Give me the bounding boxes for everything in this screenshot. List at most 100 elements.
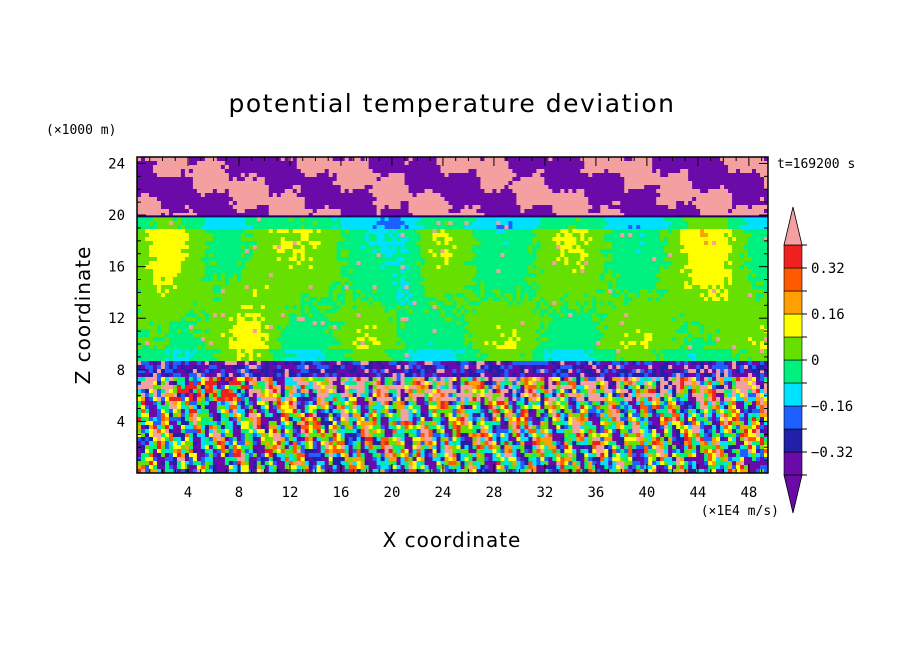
- field-cell: [396, 189, 401, 194]
- field-cell: [756, 197, 761, 202]
- field-cell: [540, 229, 545, 234]
- field-cell: [508, 265, 513, 270]
- field-cell: [264, 213, 270, 218]
- field-cell: [600, 157, 605, 162]
- field-cell: [628, 269, 633, 274]
- field-cell: [568, 177, 573, 182]
- field-cell: [664, 177, 669, 182]
- field-cell: [272, 197, 278, 202]
- field-cell: [528, 205, 533, 210]
- field-cell: [232, 173, 238, 178]
- field-cell: [164, 249, 170, 254]
- field-cell: [316, 197, 322, 202]
- field-cell: [700, 221, 705, 226]
- field-cell: [192, 157, 198, 162]
- field-cell: [336, 201, 342, 206]
- field-cell: [260, 197, 266, 202]
- field-cell: [224, 169, 230, 174]
- field-cell: [608, 257, 613, 262]
- field-cell: [720, 269, 725, 274]
- field-cell: [144, 169, 150, 174]
- field-cell: [420, 221, 425, 226]
- field-cell: [176, 193, 182, 198]
- field-cell: [256, 181, 262, 186]
- field-cell: [440, 205, 445, 210]
- field-cell: [140, 169, 146, 174]
- field-cell: [184, 249, 190, 254]
- field-cell: [616, 201, 621, 206]
- field-cell: [208, 185, 214, 190]
- field-cell: [588, 173, 593, 178]
- field-cell: [712, 165, 717, 170]
- field-cell: [540, 213, 545, 218]
- field-cell: [296, 261, 302, 266]
- field-cell: [652, 169, 657, 174]
- field-cell: [396, 217, 401, 222]
- field-cell: [500, 281, 505, 286]
- field-cell: [724, 277, 729, 282]
- field-cell: [528, 261, 533, 266]
- field-cell: [728, 245, 733, 250]
- field-cell: [308, 273, 314, 278]
- field-cell: [556, 273, 561, 278]
- field-cell: [592, 273, 597, 278]
- field-cell: [668, 193, 673, 198]
- field-cell: [272, 201, 278, 206]
- field-cell: [488, 217, 493, 222]
- field-cell: [668, 217, 673, 222]
- field-cell: [724, 229, 729, 234]
- field-cell: [380, 197, 385, 202]
- field-cell: [384, 237, 389, 242]
- field-cell: [740, 217, 745, 222]
- field-cell: [616, 237, 621, 242]
- field-cell: [416, 253, 421, 258]
- field-cell: [416, 225, 421, 230]
- field-cell: [644, 273, 649, 278]
- field-cell: [484, 281, 489, 286]
- field-cell: [348, 157, 354, 162]
- field-cell: [252, 217, 258, 222]
- field-cell: [336, 281, 342, 286]
- field-cell: [188, 177, 194, 182]
- field-cell: [196, 225, 202, 230]
- field-cell: [488, 249, 493, 254]
- field-cell: [160, 281, 166, 286]
- field-cell: [532, 185, 537, 190]
- field-cell: [692, 181, 697, 186]
- field-cell: [740, 169, 745, 174]
- field-cell: [764, 229, 768, 234]
- field-cell: [464, 261, 469, 266]
- field-cell: [240, 161, 246, 166]
- field-cell: [708, 185, 713, 190]
- field-cell: [624, 201, 629, 206]
- field-cell: [560, 185, 565, 190]
- field-cell: [460, 165, 465, 170]
- field-cell: [632, 177, 637, 182]
- field-cell: [356, 265, 362, 270]
- field-cell: [228, 173, 234, 178]
- field-cell: [564, 217, 569, 222]
- field-cell: [332, 253, 338, 258]
- field-cell: [608, 273, 613, 278]
- field-cell: [296, 201, 302, 206]
- field-cell: [692, 197, 697, 202]
- field-cell: [640, 161, 645, 166]
- field-cell: [204, 177, 210, 182]
- field-cell: [720, 237, 725, 242]
- field-cell: [528, 257, 533, 262]
- field-cell: [472, 181, 477, 186]
- field-cell: [348, 185, 354, 190]
- field-cell: [504, 225, 509, 230]
- field-cell: [404, 249, 409, 254]
- field-cell: [400, 157, 405, 162]
- field-cell: [364, 177, 370, 182]
- field-cell: [284, 265, 290, 270]
- field-cell: [432, 225, 437, 230]
- field-cell: [376, 209, 382, 214]
- field-cell: [256, 225, 262, 230]
- field-cell: [360, 237, 366, 242]
- field-cell: [760, 253, 765, 258]
- field-cell: [708, 229, 713, 234]
- field-cell: [540, 269, 545, 274]
- field-cell: [476, 253, 481, 258]
